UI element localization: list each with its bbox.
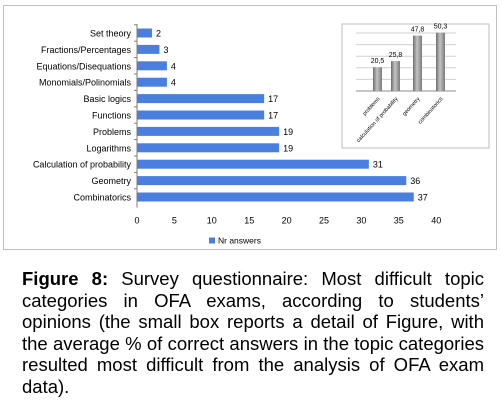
bar-value-label: 19 [283,127,293,137]
category-label: Monomials/Polinomials [39,78,132,88]
bar-value-label: 2 [156,29,161,39]
x-tick-label: 10 [207,216,217,226]
bar-value-label: 37 [418,193,428,203]
x-tick-label: 35 [394,216,404,226]
inset-bar [373,67,382,91]
category-label: Logarithms [86,143,131,153]
inset-value-label: 47,8 [411,27,425,34]
bar [137,94,265,104]
x-tick-label: 5 [172,216,177,226]
bar [137,61,167,71]
bar-value-label: 3 [163,45,168,55]
category-label: Set theory [90,29,132,39]
bar [137,28,152,38]
category-label: Functions [92,111,132,121]
bar [137,143,280,153]
inset-value-label: 25,8 [389,52,403,59]
bar [137,159,369,169]
bar-value-label: 31 [373,160,383,170]
inset-bar [391,61,400,91]
inset-value-label: 20,5 [371,58,385,65]
bar-value-label: 4 [171,78,176,88]
legend-label: Nr answers [218,236,261,246]
category-label: Combinatorics [73,193,131,203]
bar [137,44,160,54]
category-label: Geometry [91,176,131,186]
caption-text: Survey questionnaire: Most difficult top… [22,268,485,397]
category-label: Calculation of probability [33,160,132,170]
bar-value-label: 17 [268,111,278,121]
bar-value-label: 36 [410,176,420,186]
bar-value-label: 4 [171,61,176,71]
bar [137,77,167,87]
x-tick-label: 40 [431,216,441,226]
inset-value-label: 50,3 [434,24,448,31]
x-tick-label: 30 [356,216,366,226]
figure-caption: Figure 8: Survey questionnaire: Most dif… [22,268,484,397]
caption-label: Figure 8: [22,268,109,289]
chart-frame: Set theory 2 Fractions/Percentages 3 Equatio… [3,5,497,250]
inset-bar [413,35,422,91]
inset-bar [436,32,445,91]
x-tick-label: 20 [282,216,292,226]
category-label: Problems [93,127,132,137]
category-label: Basic logics [83,94,131,104]
category-label: Equations/Disequations [36,61,131,71]
bar [137,192,414,202]
bar [137,126,280,136]
legend-swatch [209,237,215,244]
chart: Set theory 2 Fractions/Percentages 3 Equatio… [33,23,490,246]
x-tick-label: 25 [319,216,329,226]
bar [137,176,407,186]
bar-value-label: 19 [283,143,293,153]
x-tick-label: 15 [244,216,254,226]
bar-value-label: 17 [268,94,278,104]
category-label: Fractions/Percentages [41,45,132,55]
x-tick-label: 0 [134,216,139,226]
bar [137,110,265,120]
